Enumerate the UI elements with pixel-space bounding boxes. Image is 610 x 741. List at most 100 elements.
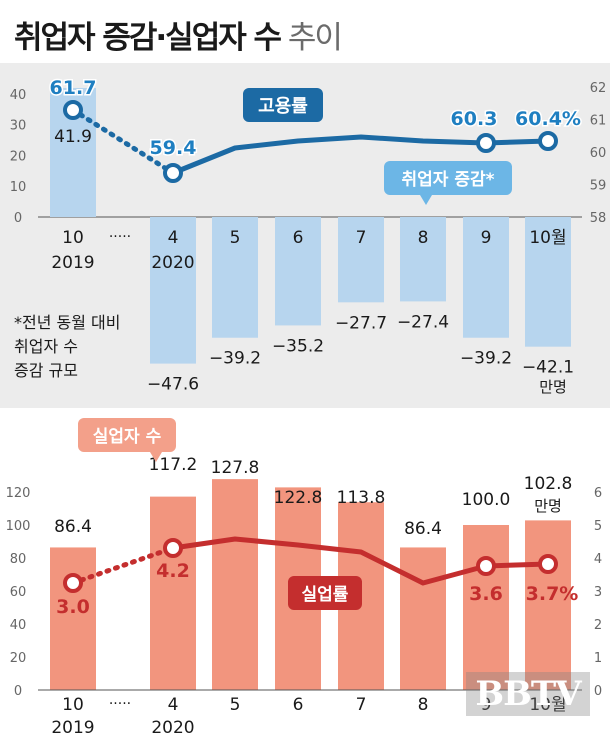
employment-rate-label: 60.3 — [451, 108, 498, 130]
employment-rate-label: 60.4% — [515, 108, 581, 130]
top-month-label: 5 — [230, 228, 241, 248]
employment-bar-label: −42.1 — [522, 358, 574, 378]
bottom-year-label-2020: 2020 — [151, 718, 194, 738]
top-month-label: 8 — [418, 228, 429, 248]
bottom-right-tick: 2 — [594, 618, 602, 633]
unemployed-count-tag-pointer — [150, 452, 162, 462]
top-month-label: 10월 — [529, 228, 566, 248]
bottom-gap-marker: ····· — [109, 696, 131, 712]
top-gap-marker: ····· — [109, 229, 131, 245]
unemployment-rate-label: 3.7% — [526, 583, 579, 605]
employment-rate-point — [538, 131, 558, 151]
bottom-month-label: 4 — [168, 695, 179, 715]
bottom-right-tick: 0 — [594, 684, 602, 699]
employment-bar — [463, 217, 509, 338]
title-main: 취업자 증감·실업자 수 — [14, 20, 282, 56]
bottom-left-tick: 20 — [10, 651, 27, 666]
title-sub: 추이 — [287, 20, 343, 56]
bottom-month-label: 6 — [293, 695, 304, 715]
top-year-label-2019: 2019 — [51, 253, 94, 273]
employment-rate-tag-label: 고용률 — [258, 96, 308, 117]
bottom-left-tick: 120 — [6, 486, 31, 501]
unemployed-bar — [400, 547, 446, 690]
employment-rate-point — [63, 100, 83, 120]
bottom-month-label: 5 — [230, 695, 241, 715]
employment-bar-label: 41.9 — [54, 127, 92, 147]
bottom-month-label: 10월 — [529, 695, 566, 715]
employment-rate-label: 61.7 — [50, 77, 97, 99]
top-right-tick: 61 — [590, 114, 607, 129]
bottom-right-tick: 5 — [594, 519, 602, 534]
unemployed-count-tag — [78, 418, 176, 452]
unemployed-bar — [50, 547, 96, 690]
top-right-tick: 58 — [590, 211, 607, 226]
unemployed-bar-label: 122.8 — [274, 488, 323, 508]
employment-footnote-line: 증감 규모 — [14, 361, 78, 380]
top-left-tick: 20 — [10, 149, 27, 164]
unemployment-rate-point — [476, 556, 496, 576]
unemployed-bar — [150, 496, 196, 690]
unemployed-bar-label: 117.2 — [149, 455, 198, 475]
employment-rate-tag — [243, 88, 323, 122]
unemployed-bar-label: 86.4 — [404, 519, 442, 539]
top-month-label: 4 — [168, 228, 179, 248]
employment-change-tag-label: 취업자 증감* — [401, 169, 494, 190]
top-month-label: 10 — [62, 228, 84, 248]
employment-rate-line-dotted — [70, 107, 176, 176]
unemployment-rate-label: 3.6 — [469, 583, 503, 605]
top-left-tick: 0 — [14, 211, 22, 226]
employment-bar — [150, 217, 196, 364]
unemployment-rate-tag-label: 실업률 — [302, 585, 349, 605]
employment-rate-label: 59.4 — [150, 137, 197, 159]
unemployed-bar-label: 100.0 — [462, 490, 511, 510]
employment-footnote-line: 취업자 수 — [14, 337, 78, 356]
unemployed-count-tag-label: 실업자 수 — [93, 427, 162, 447]
chart-title: 취업자 증감·실업자 수 추이 — [14, 12, 343, 57]
employment-footnote-line: *전년 동월 대비 — [14, 313, 121, 332]
bottom-left-tick: 0 — [14, 684, 22, 699]
top-right-tick: 60 — [590, 146, 607, 161]
unemployed-bar-label: 86.4 — [54, 517, 92, 537]
employment-bar-label: −47.6 — [147, 375, 199, 395]
bottom-left-tick: 80 — [10, 552, 27, 567]
bottom-left-tick: 60 — [10, 585, 27, 600]
employment-bar — [525, 217, 571, 347]
unemployed-bar — [463, 525, 509, 690]
employment-bar — [400, 217, 446, 302]
employment-unit-label: 만명 — [539, 378, 567, 396]
employment-bar-label: −27.7 — [335, 313, 387, 333]
employment-bar — [338, 217, 384, 303]
unemployed-bar — [525, 520, 571, 690]
unemployment-rate-tag — [288, 576, 362, 610]
top-month-label: 9 — [481, 228, 492, 248]
employment-bar-label: −39.2 — [460, 349, 512, 369]
bottom-month-label: 7 — [356, 695, 367, 715]
unemployed-bar-label: 113.8 — [337, 488, 386, 508]
top-left-tick: 30 — [10, 119, 27, 134]
top-left-tick: 40 — [10, 88, 27, 103]
top-year-label-2020: 2020 — [151, 253, 194, 273]
watermark-logo: BBTV — [466, 672, 590, 716]
unemployed-unit-label: 만명 — [534, 497, 562, 515]
employment-bar-label: −27.4 — [397, 312, 449, 332]
top-right-tick: 62 — [590, 81, 607, 96]
unemployment-rate-point — [63, 573, 83, 593]
unemployed-bar — [212, 479, 258, 690]
bottom-left-tick: 100 — [6, 519, 31, 534]
unemployed-bar-label: 127.8 — [211, 458, 260, 478]
unemployment-rate-label: 3.0 — [56, 596, 90, 618]
bottom-left-tick: 40 — [10, 618, 27, 633]
employment-bar — [275, 217, 321, 326]
employment-rate-point — [476, 133, 496, 153]
employment-bar-label: −35.2 — [272, 336, 324, 356]
unemployed-bar-label: 102.8 — [524, 474, 573, 494]
employment-change-tag — [384, 161, 512, 195]
top-right-tick: 59 — [590, 179, 607, 194]
employment-bar-label: −39.2 — [209, 349, 261, 369]
unemployment-rate-point — [163, 538, 183, 558]
unemployment-rate-point — [538, 554, 558, 574]
employment-rate-point — [163, 163, 183, 183]
unemployment-rate-label: 4.2 — [156, 560, 190, 582]
employment-change-tag-pointer — [420, 195, 432, 205]
